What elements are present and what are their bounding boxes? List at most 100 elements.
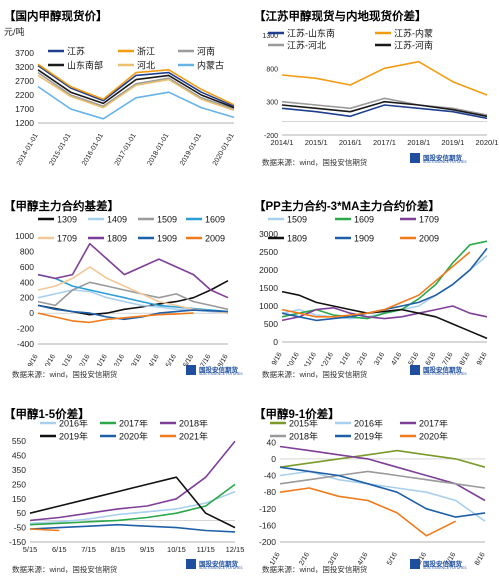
chart-title: 【国内甲醇现货价】	[4, 11, 108, 23]
brand-logo: 国投安信期货 SDIC ESSENCE FUTURES	[410, 152, 467, 166]
series-line-浙江	[37, 63, 235, 106]
chart-source: 数据来源：wind，国投安信期货	[12, 565, 118, 574]
legend-label: 山东南部	[67, 60, 103, 71]
y-tick-label: -200	[264, 133, 278, 140]
legend-label: 2019年	[354, 431, 383, 442]
x-tick-label: 1/16	[96, 353, 109, 366]
chart-svg: 1200 1700 2200 2700 3200 3700 2014-01-01 2015-0…	[4, 26, 236, 167]
legend-label: 1309	[57, 215, 77, 225]
brand-logo: 国投安信期货 SDIC ESSENCE FUTURES	[410, 558, 467, 572]
y-tick-label: 1500	[259, 283, 278, 293]
brand-name: 国投安信期货	[423, 561, 462, 568]
series-line-河南	[37, 71, 235, 110]
y-tick-label: 800	[20, 246, 34, 256]
brand-name-en: SDIC ESSENCE FUTURES	[199, 566, 243, 570]
brand-name-en: SDIC ESSENCE FUTURES	[423, 566, 467, 570]
x-tick-label: 12/15	[226, 545, 245, 554]
legend-label: 河南	[197, 46, 215, 57]
x-tick-label: 10/16	[42, 353, 57, 366]
chart-panel-2: 【江苏甲醇现货与内地现货价差】 -200 300 800 1300 2014/1 2015…	[250, 0, 499, 175]
legend-label: 1509	[287, 215, 307, 225]
chart-title: 【江苏甲醇现货与内地现货价差】	[254, 11, 427, 23]
y-tick-label: 800	[266, 66, 278, 73]
x-tick-label: 2018-01-01	[146, 132, 170, 167]
legend-label: 2017年	[419, 420, 448, 429]
brand-mark-icon	[186, 559, 196, 569]
x-tick-label: 2017-01-01	[114, 132, 138, 167]
series-line-1709	[37, 266, 229, 314]
y-tick-label: 40	[267, 437, 277, 447]
legend-label: 1709	[57, 234, 77, 244]
series-line-1709	[281, 305, 488, 322]
series-line-2009	[281, 251, 471, 318]
series-line-2020年	[279, 487, 457, 537]
series-line-2018年	[279, 470, 486, 489]
y-tick-label: -400	[17, 339, 34, 349]
legend-label: 内蒙古	[197, 60, 224, 71]
legend-label: 2017年	[119, 420, 148, 429]
y-tick-label: -120	[259, 504, 276, 514]
x-tick-label: 9/15	[140, 545, 155, 554]
series-line-江苏-河南	[281, 100, 488, 118]
legend-label: 江苏-山东南	[287, 28, 335, 39]
chart-title: 【甲醇主力合约基差】	[4, 201, 119, 213]
y-tick-label: 200	[20, 293, 34, 303]
x-tick-label: 2016-01-01	[81, 132, 105, 167]
series-line-山东南部	[37, 69, 235, 109]
y-tick-label: -40	[264, 471, 277, 481]
x-tick-label: 5/16	[386, 551, 399, 566]
legend-label: 2020年	[119, 431, 148, 442]
x-tick-label: 3/16	[130, 353, 143, 366]
series-line-1809	[37, 242, 229, 299]
x-tick-label: 12/16	[77, 353, 92, 366]
series-line-1909	[37, 304, 229, 321]
y-tick-label: 2700	[15, 76, 34, 86]
x-tick-label: 2015-01-01	[48, 132, 72, 167]
chart-source: 数据来源：wind，国投安信期货	[262, 565, 368, 574]
series-line-2019年	[29, 476, 236, 529]
x-tick-label: 1/16	[339, 351, 352, 366]
x-tick-label: 5/16	[165, 353, 178, 366]
y-tick-label: -150	[9, 537, 26, 547]
brand-name-en: SDIC ESSENCE FUTURES	[199, 372, 243, 376]
legend-label: 2016年	[59, 420, 88, 429]
y-tick-label: 2500	[259, 247, 278, 257]
x-tick-label: 7/15	[81, 545, 96, 554]
chart-panel-5: 【甲醇1-5价差】 -150 -50 50 150 250 350 450 550 5/15 6/…	[0, 400, 250, 576]
x-tick-label: 2020/1	[476, 138, 499, 147]
legend-label: 1609	[354, 215, 374, 225]
legend-label: 2019年	[59, 431, 88, 442]
legend-label: 2009	[205, 234, 225, 244]
series-line-内蒙古	[37, 85, 235, 120]
x-tick-label: 2018/1	[407, 138, 430, 147]
x-tick-label: 2014-01-01	[16, 132, 40, 167]
y-tick-label: 1700	[15, 104, 34, 114]
x-tick-label: 4/16	[390, 351, 403, 366]
y-tick-label: 1300	[262, 33, 278, 40]
legend-label: 江苏-内蒙	[394, 28, 433, 39]
brand-name: 国投安信期货	[423, 155, 462, 162]
legend-label: 1509	[157, 215, 177, 225]
x-tick-label: 2019/1	[441, 138, 464, 147]
legend-label: 浙江	[137, 46, 155, 57]
y-tick-label: 0	[29, 308, 34, 318]
x-tick-label: 6/15	[52, 545, 67, 554]
legend-label: 2018年	[179, 420, 208, 429]
x-tick-label: 12/16	[320, 351, 335, 366]
x-tick-label: 11/15	[197, 545, 215, 554]
y-tick-label: 1000	[259, 301, 278, 311]
x-tick-label: 10/16	[286, 351, 301, 366]
chart-source: 数据来源：wind，国投安信期货	[12, 370, 118, 379]
legend-label: 1809	[107, 234, 127, 244]
legend-label: 江苏-河北	[287, 40, 326, 51]
brand-mark-icon	[186, 365, 196, 375]
x-tick-label: 10/15	[167, 545, 186, 554]
y-tick-label: -80	[264, 487, 277, 497]
series-line-2015年	[279, 449, 486, 468]
legend-label: 河北	[137, 60, 155, 71]
x-tick-label: 11/16	[60, 353, 75, 366]
brand-name: 国投安信期货	[199, 367, 238, 374]
